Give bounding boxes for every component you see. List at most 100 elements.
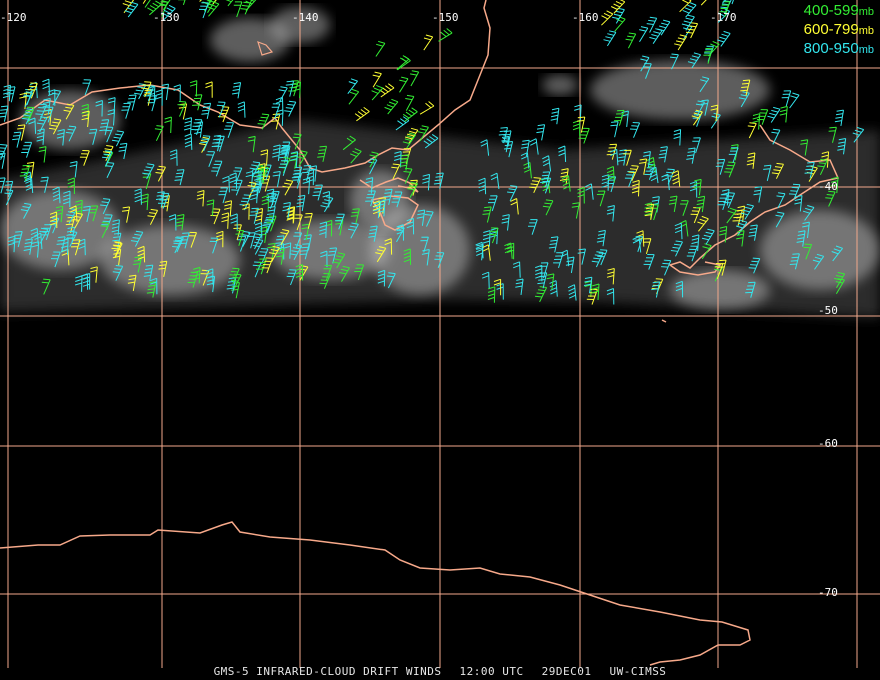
cloud-mass [210,18,290,62]
wind-barb [146,281,157,298]
wind-barb [501,214,510,231]
wind-barb [278,86,288,103]
wind-barb [260,175,271,192]
wind-barb [155,165,166,182]
wind-barb [377,269,386,287]
wind-barb [691,109,703,126]
wind-barb [740,79,751,96]
wind-barb [572,120,581,137]
wind-barb [680,200,689,216]
wind-barb [692,137,701,154]
wind-barb [55,205,64,223]
wind-barb [74,199,83,217]
wind-barb [154,125,164,142]
wind-barb [118,142,128,160]
wind-barb [266,206,276,223]
wind-barb [510,198,519,215]
wind-barb [512,261,521,278]
wind-barb [179,232,190,249]
wind-barb [423,133,439,149]
wind-barb [63,190,71,208]
wind-barb [272,144,281,161]
wind-barb [646,16,658,33]
wind-barb [828,126,837,143]
wind-barb [237,101,246,118]
latitude-label: -40 [818,180,838,193]
coastline [370,195,419,231]
wind-barb [260,164,272,181]
wind-barb [339,265,350,282]
wind-barb [17,124,26,141]
wind-barb [348,88,360,105]
wind-barb [601,174,610,191]
wind-barb [4,180,14,198]
wind-barb [188,231,197,248]
coastline [0,521,751,666]
wind-barb [490,227,499,245]
wind-barb [66,208,77,224]
wind-barb [577,248,586,265]
wind-barb [775,211,785,228]
wind-barb [205,0,217,13]
wind-barb [65,226,75,244]
wind-barb [285,80,295,97]
wind-barb [523,161,532,179]
wind-barb [158,260,168,277]
legend-unit: mb [858,25,874,37]
wind-barb [319,273,331,289]
wind-barb [63,103,75,120]
wind-barb [303,234,312,251]
wind-barb [26,161,35,179]
wind-barb [405,94,415,111]
wind-barb [669,53,679,70]
wind-barb [130,230,144,247]
wind-barb [674,222,683,240]
wind-barb [577,116,586,133]
wind-barb [276,109,284,126]
wind-barb [194,121,204,138]
wind-barb [419,101,435,115]
wind-barb [789,92,800,109]
wind-barb [421,249,430,266]
wind-barb [789,253,800,270]
wind-barb [717,30,731,47]
wind-barb [88,128,98,145]
wind-barb [651,281,661,298]
wind-barb [746,152,756,169]
wind-barb [794,195,803,212]
wind-barb [767,106,781,123]
wind-barb [279,141,291,158]
wind-barb [12,131,22,148]
wind-barb [613,109,625,126]
wind-barb [406,217,415,235]
wind-barb [49,211,58,229]
wind-barb [724,161,736,178]
wind-barb [266,192,277,209]
wind-barb [189,80,198,97]
wind-barb [601,10,614,26]
wind-barb [169,149,178,166]
wind-barb [548,236,559,253]
wind-barb [231,179,243,196]
legend-range: 800-950 [803,40,859,57]
wind-barb [168,214,177,231]
longitude-label: -150 [432,11,459,24]
wind-barb [48,118,62,135]
wind-barb [596,190,606,207]
wind-barb [501,135,510,153]
pressure-legend: 400-599mb 600-799mb 800-950mb [804,2,874,59]
wind-barb [172,236,184,253]
wind-barb [159,0,171,11]
wind-barb [763,164,772,182]
wind-barb [205,81,213,98]
wind-barb [88,205,99,222]
wind-barb [258,248,269,264]
wind-barb [275,248,285,265]
wind-barb [327,247,338,264]
wind-barb [140,193,149,211]
cloud-mass [542,75,578,95]
wind-barb [100,198,111,215]
wind-barb [134,188,142,205]
wind-barb [111,241,122,258]
wind-barb [65,216,76,233]
